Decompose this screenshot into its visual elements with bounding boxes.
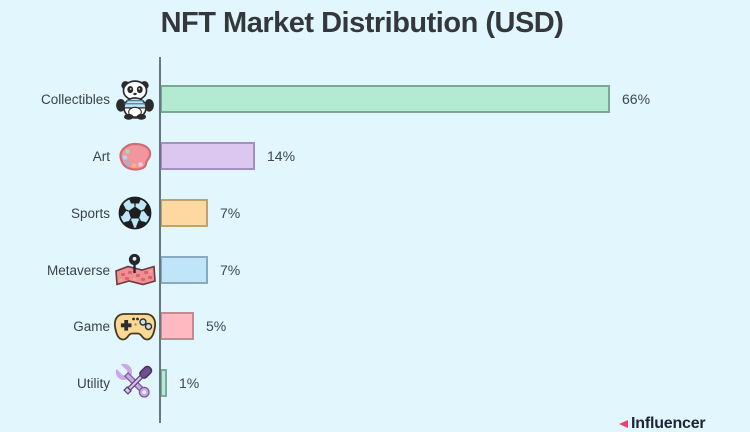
bar: [160, 369, 167, 397]
value-label: 7%: [220, 262, 241, 278]
value-label: 66%: [622, 91, 651, 107]
category-label: Utility: [77, 375, 110, 391]
influencer-logo-icon: [619, 420, 628, 428]
category-label: Metaverse: [46, 262, 110, 278]
paint-palette-icon: [110, 136, 160, 176]
category-label: Sports: [70, 205, 110, 221]
chart-row-collectibles: Collectibles 66%: [0, 77, 750, 121]
chart-row-utility: Utility 1%: [0, 361, 750, 405]
value-label: 14%: [267, 148, 296, 164]
treasure-map-icon: [110, 250, 160, 290]
panda-icon: [110, 78, 160, 120]
category-label: Game: [73, 318, 110, 334]
bar: [160, 199, 208, 227]
soccer-ball-icon: [110, 193, 160, 233]
game-controller-icon: [110, 309, 160, 344]
bar: [160, 256, 208, 284]
crossed-tools-icon: [110, 359, 160, 407]
chart-row-sports: Sports 7%: [0, 191, 750, 235]
value-label: 1%: [179, 375, 200, 391]
chart-title: NFT Market Distribution (USD): [160, 7, 564, 39]
y-axis-line: [159, 57, 161, 423]
category-label: Collectibles: [40, 91, 110, 107]
chart-row-game: Game 5%: [0, 304, 750, 348]
value-label: 7%: [220, 205, 241, 221]
category-label: Art: [92, 148, 110, 164]
bar: [160, 85, 610, 113]
bar: [160, 142, 255, 170]
bar: [160, 312, 194, 340]
influencer-watermark: Influencer: [619, 415, 706, 432]
chart-row-metaverse: Metaverse 7%: [0, 248, 750, 292]
watermark-label: Influencer: [631, 415, 706, 432]
chart-row-art: Art 14%: [0, 134, 750, 178]
value-label: 5%: [206, 318, 227, 334]
